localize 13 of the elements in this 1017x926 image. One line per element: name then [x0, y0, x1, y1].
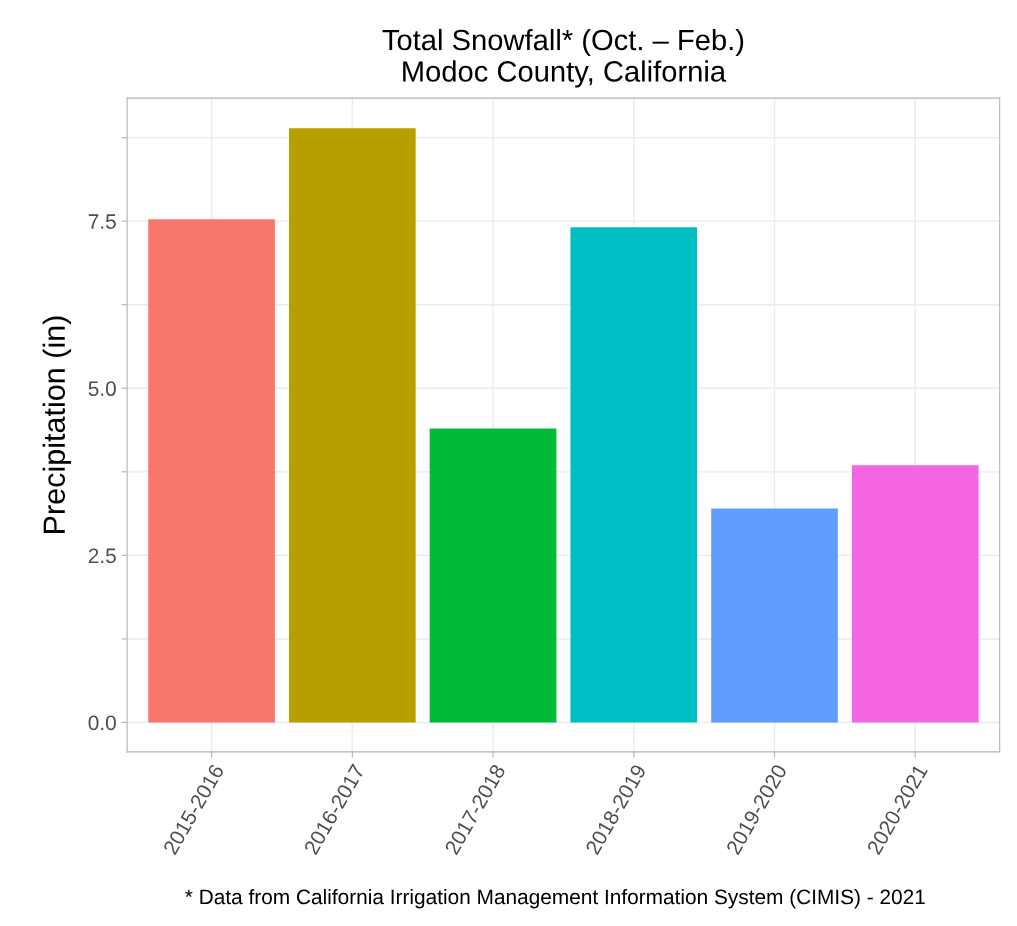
y-axis-title: Precipitation (in): [42, 316, 72, 533]
text: * Data from California Irrigation Management Information System (CIMIS) - 2021: [185, 888, 925, 909]
y-tick-label: 5.0: [88, 381, 116, 397]
bar: [570, 227, 698, 723]
chart-title: Total Snowfall* (Oct. – Feb.) Modoc County, California: [382, 28, 744, 88]
bar: [711, 508, 838, 723]
bar: [288, 128, 416, 723]
bar: [851, 465, 979, 723]
bar: [429, 428, 557, 723]
y-tick-label: 0.0: [88, 715, 116, 731]
y-tick-label: 7.5: [88, 214, 116, 229]
bar: [148, 219, 275, 723]
y-tick-label: 2.5: [88, 548, 116, 564]
